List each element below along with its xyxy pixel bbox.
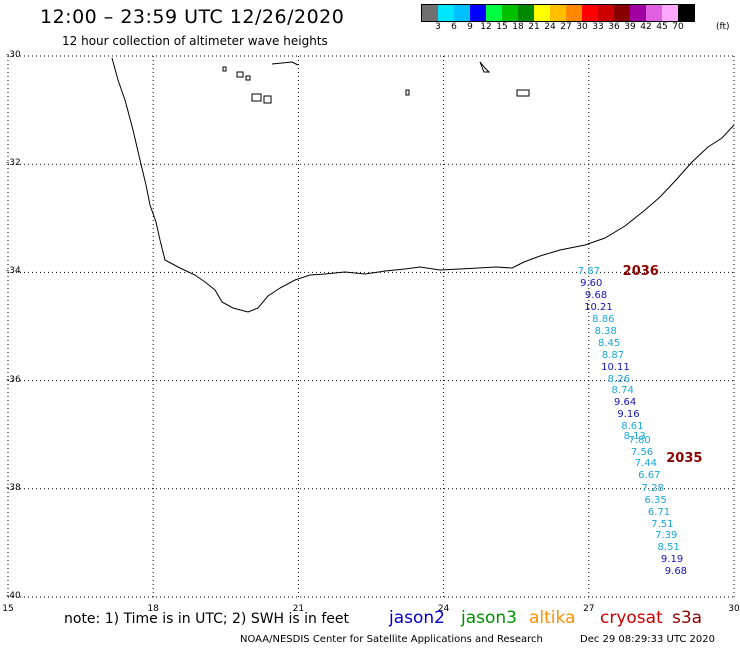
color-scale-swatch — [582, 5, 598, 21]
color-scale-label: 21 — [528, 22, 540, 32]
wave-height-value: 7.51 — [651, 518, 674, 530]
pass-number: 2036 — [622, 264, 659, 280]
color-scale-label: 27 — [560, 22, 572, 32]
south-africa-coastline — [111, 57, 735, 313]
footer-note: note: 1) Time is in UTC; 2) SWH is in fe… — [64, 611, 350, 627]
pass-number: 2035 — [666, 451, 703, 467]
color-scale-label: 9 — [467, 22, 473, 32]
longitude-label: 18 — [147, 604, 159, 614]
color-scale-label: 12 — [480, 22, 492, 32]
color-scale-label: 6 — [451, 22, 457, 32]
latitude-label: -36 — [6, 374, 21, 385]
color-scale-swatch — [646, 5, 662, 21]
wave-height-value: 8.86 — [592, 314, 615, 325]
color-scale-swatch — [470, 5, 486, 21]
latitude-label: -34 — [6, 266, 21, 277]
color-scale-swatch — [438, 5, 454, 21]
wave-height-value: 8.87 — [601, 349, 625, 361]
legend-item-jason3: jason3 — [461, 608, 517, 628]
color-scale-swatch — [454, 5, 470, 21]
color-scale-swatch — [598, 5, 614, 21]
wave-height-value: 8.26 — [607, 373, 630, 385]
generated-timestamp: Dec 29 08:29:33 UTC 2020 — [580, 634, 715, 645]
graticule — [7, 55, 735, 598]
color-scale-swatch — [534, 5, 550, 21]
color-scale-label: 24 — [544, 22, 556, 32]
wave-height-value: 7.28 — [641, 482, 664, 494]
wave-height-value: 9.19 — [660, 554, 684, 566]
longitude-label: 30 — [728, 604, 740, 614]
latitude-label: -32 — [6, 158, 21, 169]
wave-height-value: 8.51 — [657, 542, 680, 554]
wave-height-value: 9.68 — [664, 566, 688, 578]
wave-height-value: 8.38 — [594, 325, 617, 337]
wave-height-value: 7.80 — [628, 434, 651, 446]
color-scale-label: 39 — [624, 22, 636, 32]
color-scale-swatch — [502, 5, 518, 21]
wave-height-value: 6.71 — [647, 506, 671, 518]
color-scale-swatch — [630, 5, 646, 21]
wave-height-value: 9.16 — [617, 409, 640, 421]
legend-item-s3a: s3a — [672, 608, 703, 628]
latitude-label: -38 — [6, 482, 21, 493]
color-scale-swatch — [518, 5, 534, 21]
map-subtitle: 12 hour collection of altimeter wave hei… — [62, 34, 328, 48]
map-title: 12:00 – 23:59 UTC 12/26/2020 — [40, 6, 345, 28]
color-scale-bar — [421, 4, 695, 22]
wave-height-value: 7.56 — [630, 446, 654, 458]
wave-height-value: 8.61 — [621, 421, 644, 433]
color-scale-swatch — [422, 5, 438, 21]
color-scale-label: 36 — [608, 22, 620, 32]
color-scale-swatch — [678, 5, 694, 21]
latitude-label: -30 — [6, 50, 21, 60]
color-scale-label: 3 — [435, 22, 441, 32]
wave-height-value: 7.39 — [655, 530, 678, 542]
legend-item-cryosat: cryosat — [600, 608, 663, 628]
color-scale-label: 15 — [496, 22, 508, 32]
wave-height-value: 9.60 — [580, 278, 603, 290]
legend-item-jason2: jason2 — [389, 608, 445, 628]
color-scale-label: 33 — [592, 22, 604, 32]
color-scale-unit: (ft) — [716, 22, 730, 32]
wave-height-value: 10.11 — [601, 361, 630, 373]
legend-item-altika: altika — [529, 608, 576, 628]
latitude-label: -40 — [6, 591, 21, 601]
longitude-label: 24 — [437, 604, 450, 614]
wave-height-value: 7.44 — [634, 458, 658, 470]
color-scale-swatch — [662, 5, 678, 21]
longitude-label: 15 — [2, 604, 14, 614]
wave-height-value: 8.74 — [611, 385, 634, 397]
wave-height-value: 9.64 — [613, 397, 637, 409]
color-scale-label: 45 — [656, 22, 668, 32]
color-scale-label: 70 — [672, 22, 684, 32]
wave-height-value: 6.67 — [638, 470, 661, 482]
wave-height-value: 8.45 — [597, 337, 621, 349]
wave-height-value: 8.13 — [623, 431, 646, 443]
longitude-label: 27 — [583, 604, 595, 614]
wave-height-value: 7.87 — [577, 266, 600, 278]
inland-lakes-and-islands — [222, 61, 530, 104]
longitude-label: 21 — [292, 604, 305, 614]
color-scale-label: 42 — [640, 22, 652, 32]
color-scale-swatch — [550, 5, 566, 21]
color-scale-label: 30 — [576, 22, 588, 32]
wave-height-value: 6.35 — [644, 494, 667, 506]
color-scale-swatch — [614, 5, 630, 21]
color-scale-label: 18 — [512, 22, 524, 32]
wave-height-value: 10.21 — [584, 302, 613, 314]
color-scale-swatch — [486, 5, 502, 21]
color-scale-swatch — [566, 5, 582, 21]
wave-height-value: 9.68 — [584, 290, 608, 302]
credit-line: NOAA/NESDIS Center for Satellite Applica… — [240, 634, 543, 645]
